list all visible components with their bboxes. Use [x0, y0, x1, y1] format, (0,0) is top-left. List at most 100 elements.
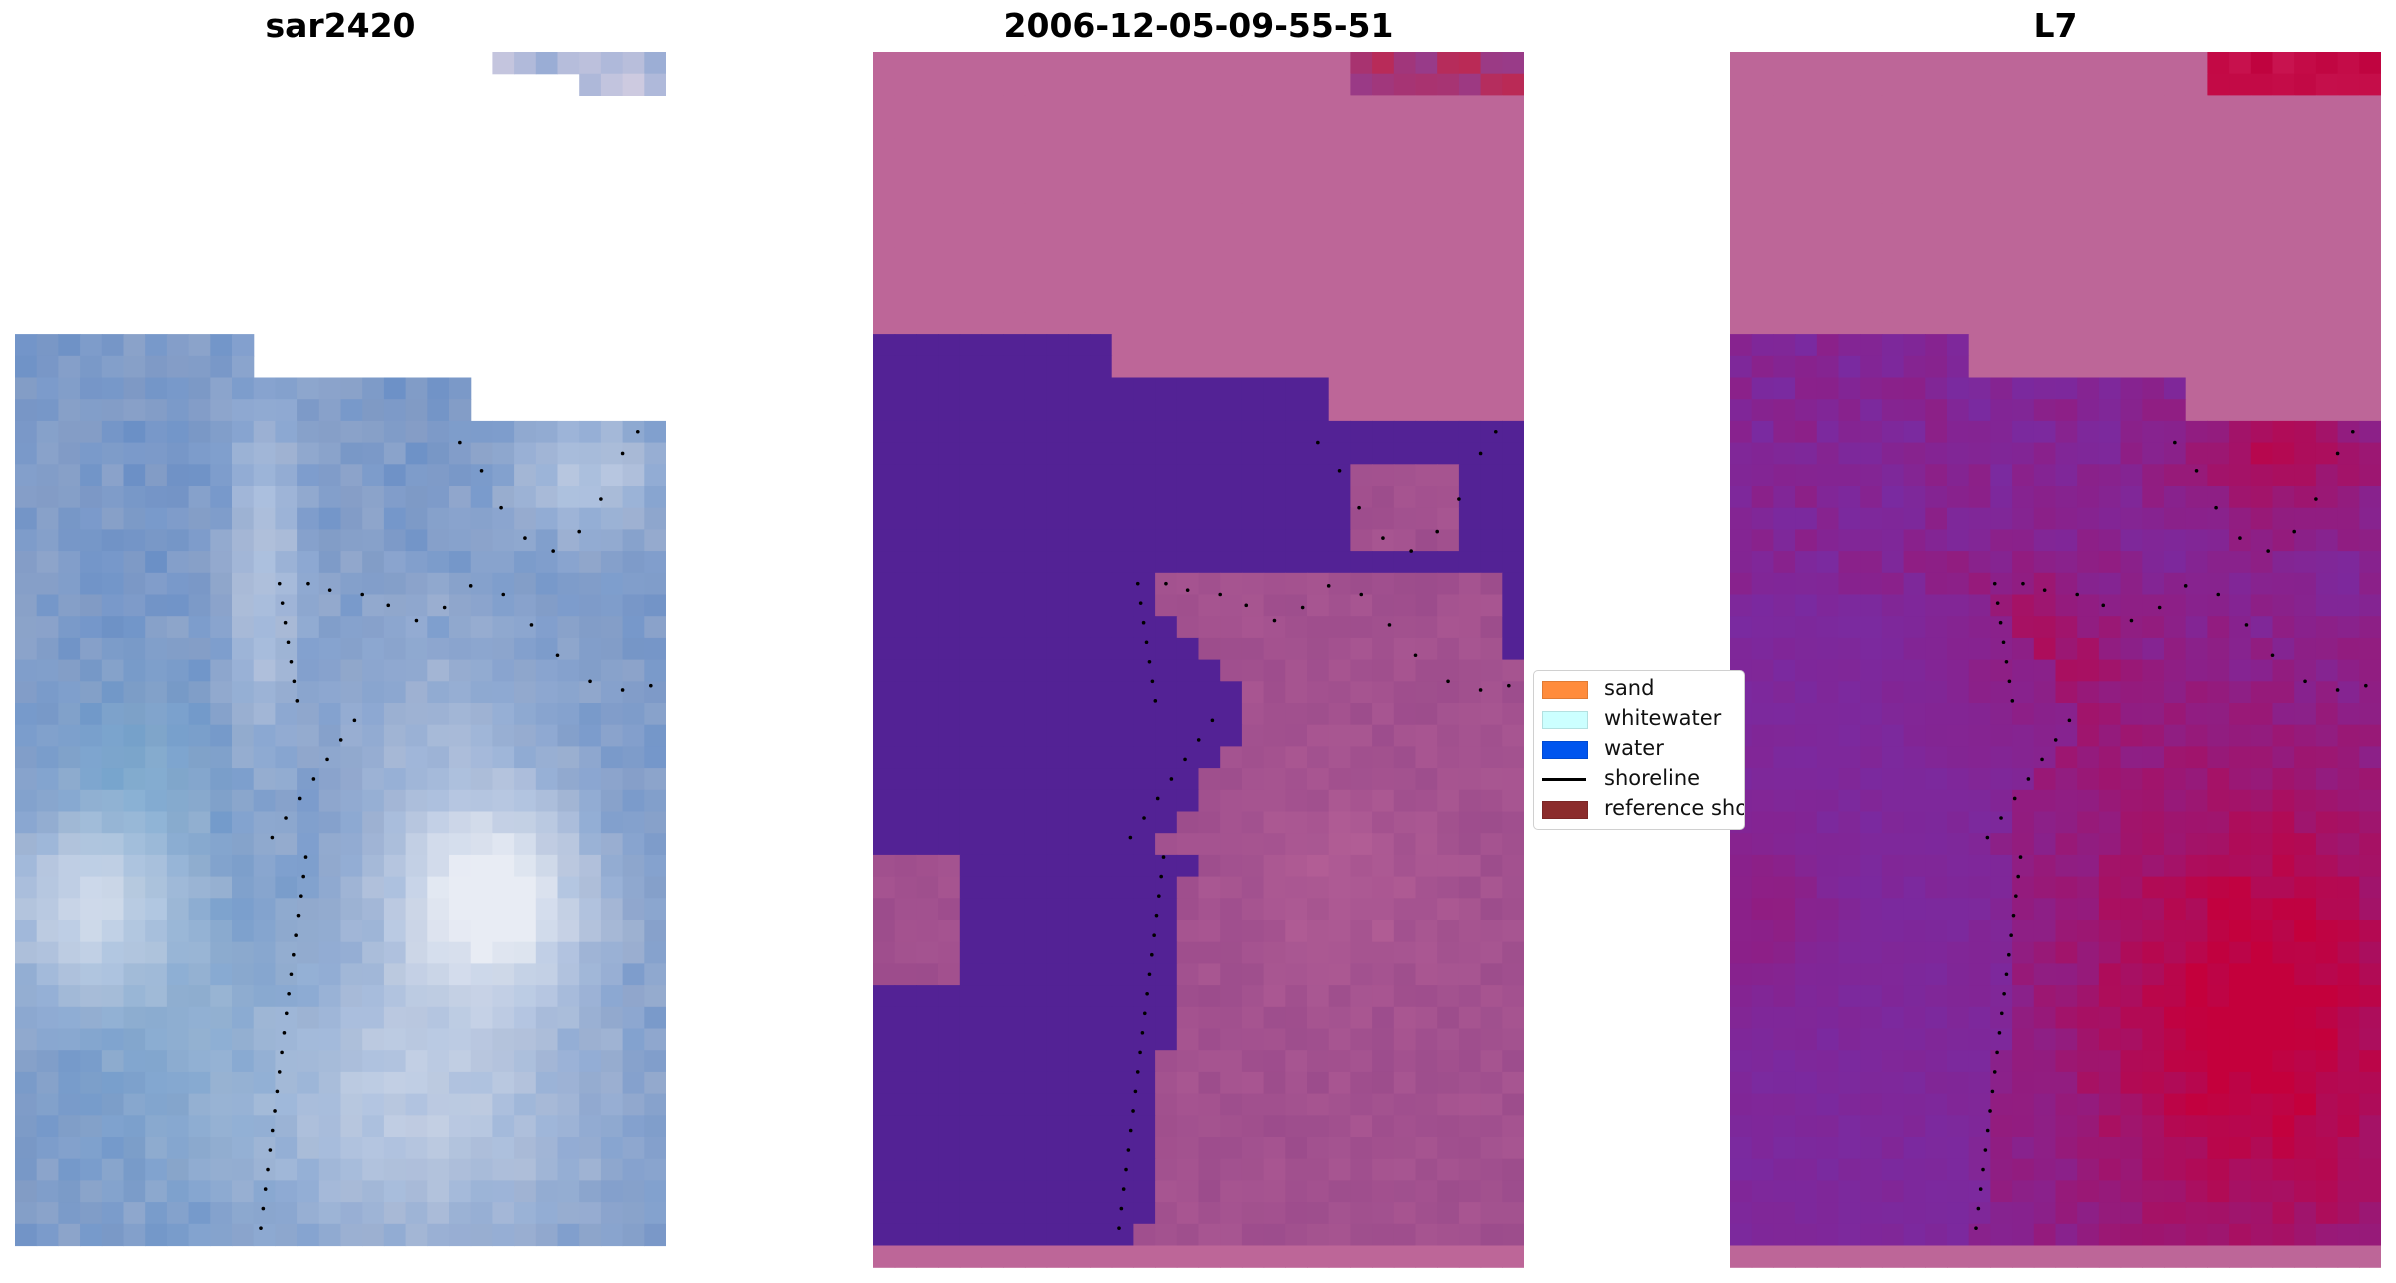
pixel — [253, 985, 276, 1008]
pixel — [405, 442, 428, 465]
pixel — [2207, 963, 2230, 986]
pixel — [1990, 399, 2013, 422]
pixel — [2142, 637, 2165, 661]
pixel — [1795, 269, 1818, 292]
pixel — [383, 985, 407, 1008]
pixel — [1730, 160, 1753, 183]
pixel — [1198, 616, 1221, 639]
pixel — [1795, 941, 1818, 964]
pixel — [2142, 442, 2165, 465]
pixel — [1947, 920, 1970, 943]
pixel — [15, 442, 38, 465]
pixel — [1751, 182, 1774, 205]
pixel — [1111, 312, 1134, 335]
pixel — [101, 1071, 125, 1095]
pixel — [1968, 811, 1991, 834]
pixel — [981, 768, 1004, 791]
pixel — [1350, 876, 1373, 899]
shoreline-dot — [2216, 592, 2221, 597]
pixel — [1751, 95, 1774, 118]
pixel — [340, 442, 363, 465]
pixel — [1155, 1115, 1178, 1138]
pixel — [1350, 420, 1373, 444]
pixel — [1881, 898, 1905, 921]
pixel — [959, 833, 983, 856]
pixel — [145, 1202, 168, 1225]
pixel — [1990, 247, 2013, 270]
pixel — [1176, 1137, 1200, 1160]
pixel — [1415, 225, 1438, 248]
pixel — [340, 703, 363, 726]
pixel — [492, 703, 515, 726]
pixel — [297, 1223, 320, 1247]
pixel — [1947, 334, 1970, 357]
pixel — [427, 1050, 450, 1073]
pixel — [275, 1093, 298, 1116]
pixel — [1947, 768, 1970, 791]
pixel — [340, 507, 363, 530]
pixel — [1024, 876, 1048, 899]
pixel — [938, 637, 961, 661]
pixel — [275, 442, 298, 465]
pixel — [36, 1050, 59, 1073]
pixel — [1881, 117, 1905, 140]
pixel — [1773, 1028, 1796, 1051]
pixel — [1860, 854, 1883, 878]
shoreline-dot — [2014, 894, 2018, 898]
pixel — [2120, 941, 2143, 964]
pixel — [1220, 420, 1243, 444]
pixel — [2055, 1028, 2078, 1051]
pixel — [1838, 898, 1861, 921]
pixel — [1241, 117, 1265, 140]
pixel — [1773, 117, 1796, 140]
pixel — [1263, 1115, 1286, 1138]
pixel — [959, 768, 983, 791]
pixel — [514, 746, 537, 769]
pixel — [1328, 811, 1351, 834]
pixel — [2229, 160, 2252, 183]
shoreline-dot — [1999, 816, 2003, 820]
pixel — [1111, 377, 1134, 400]
pixel — [938, 1050, 961, 1073]
pixel — [1502, 95, 1524, 118]
pixel — [873, 594, 896, 617]
pixel — [2012, 290, 2035, 313]
pixel — [1090, 225, 1113, 248]
pixel — [15, 551, 38, 574]
pixel — [1133, 529, 1156, 552]
pixel — [1415, 1115, 1438, 1138]
pixel — [1903, 572, 1926, 596]
pixel — [492, 1093, 515, 1116]
pixel — [644, 920, 666, 943]
pixel — [1437, 1137, 1460, 1160]
pixel — [145, 876, 168, 899]
pixel — [1437, 507, 1460, 530]
pixel — [2250, 941, 2274, 964]
pixel — [2142, 529, 2165, 552]
pixel — [1241, 811, 1265, 834]
pixel — [1751, 637, 1774, 661]
pixel — [2337, 182, 2360, 205]
shoreline-dot — [1995, 1050, 1999, 1055]
pixel — [514, 572, 537, 596]
pixel — [1502, 182, 1524, 205]
pixel — [1730, 1202, 1753, 1225]
pixel — [644, 876, 666, 899]
pixel — [405, 399, 428, 422]
pixel — [470, 920, 493, 943]
pixel — [80, 811, 103, 834]
pixel — [1903, 1202, 1926, 1225]
pixel — [2315, 203, 2339, 227]
shoreline-dot — [1446, 679, 1450, 684]
pixel — [1881, 1093, 1905, 1116]
pixel — [15, 572, 38, 596]
pixel — [1480, 464, 1503, 487]
pixel — [1241, 1137, 1265, 1160]
pixel — [1393, 1158, 1417, 1181]
pixel — [2077, 594, 2100, 617]
pixel — [1024, 529, 1048, 552]
pixel — [557, 486, 580, 509]
pixel — [981, 420, 1004, 444]
pixel — [405, 1006, 428, 1030]
pixel — [2077, 1223, 2100, 1247]
